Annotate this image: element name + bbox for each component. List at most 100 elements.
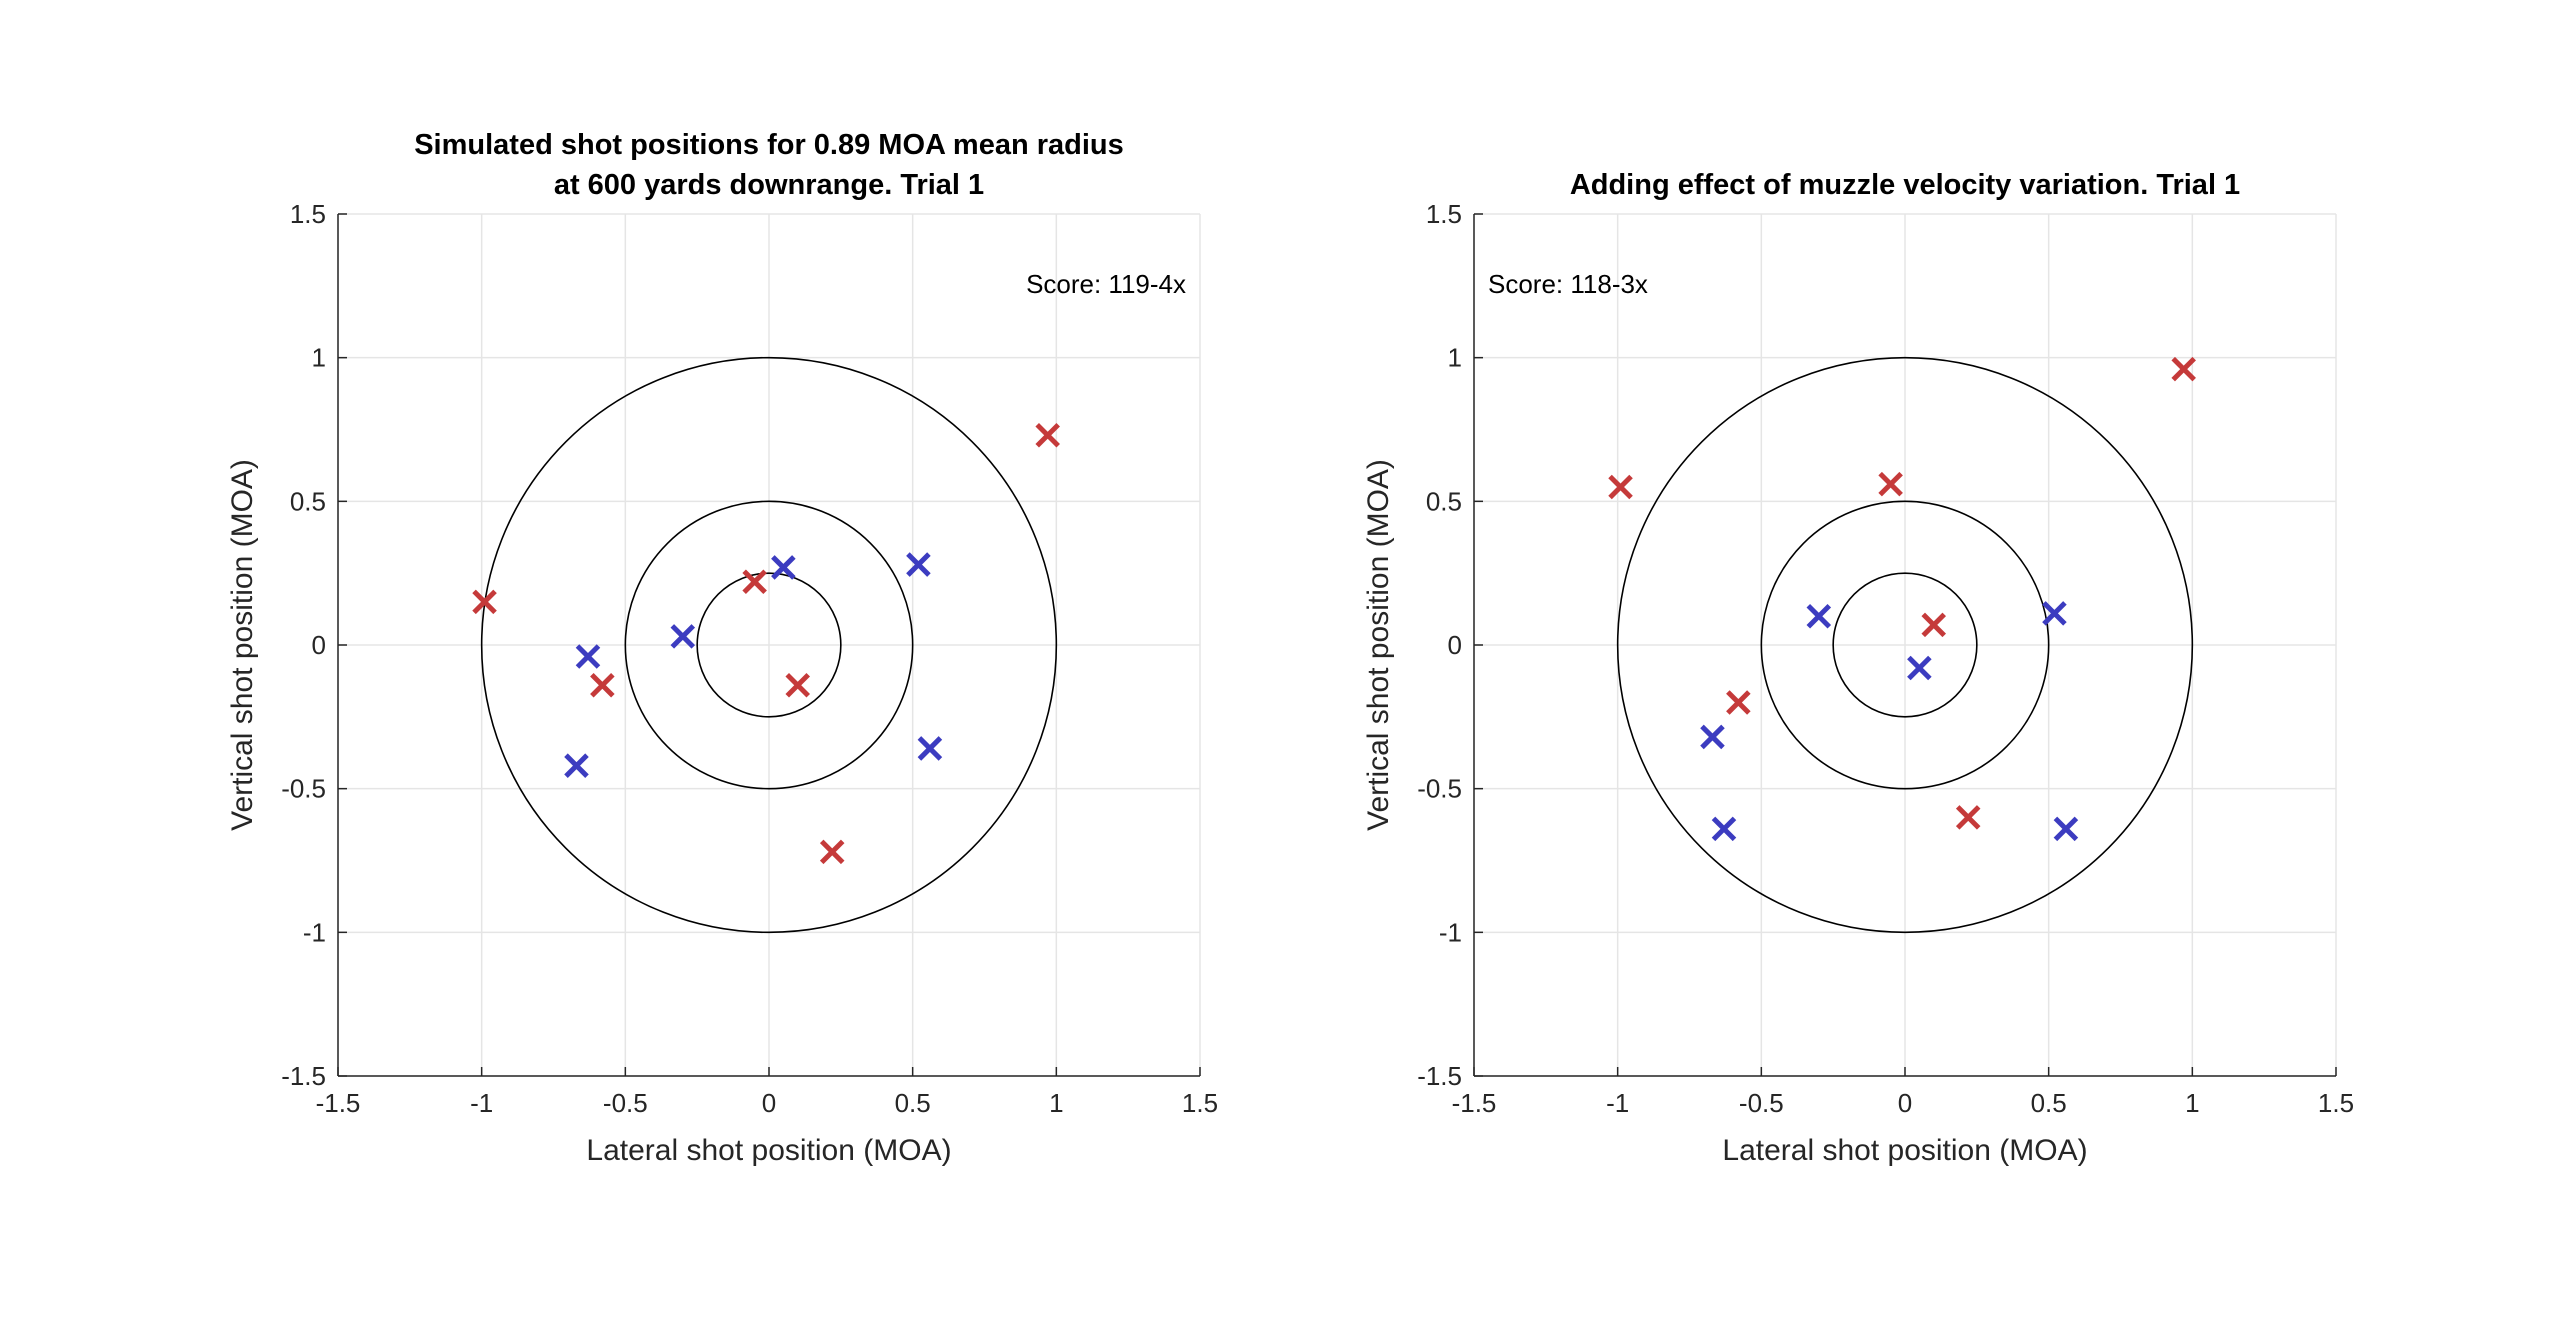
x-tick-label: -1.5: [1452, 1088, 1497, 1118]
shot-marker: [771, 555, 796, 580]
shot-series: [472, 422, 1060, 865]
shot-marker: [1955, 805, 1981, 830]
shot-marker-stroke: [1711, 816, 1737, 842]
x-axis-label: Lateral shot position (MOA): [586, 1134, 951, 1167]
shot-series: [1608, 356, 2196, 830]
x-tick-label: 1.5: [1182, 1088, 1218, 1118]
y-tick-label: -1: [1439, 917, 1462, 947]
shot-marker-stroke: [1878, 471, 1903, 497]
shot-marker: [1711, 816, 1737, 842]
shot-marker: [1035, 422, 1060, 448]
y-tick-label: 1.5: [290, 199, 326, 229]
shot-marker: [819, 839, 845, 865]
y-tick-label: -1: [303, 917, 326, 947]
x-tick-label: -0.5: [603, 1088, 648, 1118]
shot-marker: [1878, 471, 1903, 497]
shot-marker: [742, 569, 767, 595]
shot-marker: [564, 753, 589, 778]
x-tick-label: 1: [2185, 1088, 2199, 1118]
target-ring: [1832, 572, 1978, 718]
target-rings: [480, 356, 1058, 934]
x-tick-label: -1.5: [316, 1088, 361, 1118]
y-tick-label: -1.5: [1417, 1061, 1462, 1091]
chart-title-line: at 600 yards downrange. Trial 1: [554, 169, 984, 201]
x-tick-label: -1: [1606, 1088, 1629, 1118]
x-tick-label: 0.5: [895, 1088, 931, 1118]
shot-marker-stroke: [819, 839, 845, 865]
shot-marker-stroke: [472, 589, 497, 615]
shot-marker: [575, 644, 601, 669]
shot-marker-stroke: [1806, 603, 1832, 629]
shot-marker-stroke: [670, 624, 696, 649]
target-ring: [624, 500, 914, 790]
shot-marker-stroke: [742, 569, 767, 595]
charts-layer: -1.5 -1 -0.5 0 0.5 1 1.5 -1.5 -1 -0.5 0 0.5 1 1.5 Late…: [226, 129, 2354, 1167]
target-ring: [696, 572, 842, 718]
score-annotation: Score: 118-3x: [1488, 269, 1648, 299]
shot-marker: [590, 672, 615, 698]
shot-marker-stroke: [1907, 655, 1932, 681]
shot-marker: [472, 589, 497, 615]
chart-title-line: Simulated shot positions for 0.89 MOA me…: [414, 129, 1124, 161]
shot-series: [564, 552, 943, 778]
x-tick-label: -0.5: [1739, 1088, 1784, 1118]
shot-marker: [917, 736, 943, 761]
shot-marker: [1700, 724, 1725, 750]
x-tick-label: 0.5: [2031, 1088, 2067, 1118]
shot-marker: [1907, 655, 1932, 681]
y-tick-label: 0.5: [1426, 486, 1462, 516]
shot-marker-stroke: [785, 672, 811, 698]
y-tick-label: -0.5: [1417, 774, 1462, 804]
shot-marker-stroke: [1035, 422, 1060, 448]
shot-marker: [785, 672, 811, 698]
shot-marker: [670, 624, 696, 649]
shot-marker: [2171, 356, 2196, 382]
score-annotation: Score: 119-4x: [1026, 269, 1186, 299]
y-tick-label: 1.5: [1426, 199, 1462, 229]
shot-marker: [2042, 601, 2067, 626]
shot-marker: [906, 552, 931, 577]
chart-panel-left: -1.5 -1 -0.5 0 0.5 1 1.5 -1.5 -1 -0.5 0 0.5 1 1.5 Late…: [226, 129, 1218, 1167]
target-ring: [480, 356, 1058, 934]
y-axis-label: Vertical shot position (MOA): [226, 459, 259, 831]
x-tick-label: 1.5: [2318, 1088, 2354, 1118]
shot-marker-stroke: [575, 644, 601, 669]
shot-marker-stroke: [2053, 816, 2079, 842]
y-tick-label: -1.5: [281, 1061, 326, 1091]
shot-marker-stroke: [2042, 601, 2067, 626]
y-tick-label: 0.5: [290, 486, 326, 516]
shot-marker-stroke: [2171, 356, 2196, 382]
x-tick-label: 1: [1049, 1088, 1063, 1118]
shot-marker: [2053, 816, 2079, 842]
shot-marker-stroke: [1955, 805, 1981, 830]
x-axis-label: Lateral shot position (MOA): [1722, 1134, 2087, 1167]
shot-marker-stroke: [1608, 474, 1633, 500]
shot-marker-stroke: [590, 672, 615, 698]
x-tick-label: -1: [470, 1088, 493, 1118]
shot-marker: [1608, 474, 1633, 500]
shot-marker: [1806, 603, 1832, 629]
shot-marker-stroke: [1700, 724, 1725, 750]
shot-marker-stroke: [1726, 690, 1751, 715]
shot-marker-stroke: [564, 753, 589, 778]
x-tick-label: 0: [762, 1088, 776, 1118]
shot-marker-stroke: [771, 555, 796, 580]
chart-panel-right: -1.5 -1 -0.5 0 0.5 1 1.5 -1.5 -1 -0.5 0 0.5 1 1.5 Late…: [1362, 169, 2354, 1167]
y-axis-label: Vertical shot position (MOA): [1362, 459, 1395, 831]
target-rings: [1616, 356, 2194, 934]
shot-marker: [1726, 690, 1751, 715]
y-tick-label: 0: [312, 630, 326, 660]
y-tick-label: 0: [1448, 630, 1462, 660]
shot-marker-stroke: [906, 552, 931, 577]
shot-series: [1700, 601, 2079, 842]
shot-marker-stroke: [917, 736, 943, 761]
shot-marker-stroke: [1921, 612, 1947, 638]
shot-marker: [1921, 612, 1947, 638]
target-ring: [1616, 356, 2194, 934]
y-tick-label: 1: [312, 343, 326, 373]
chart-title-line: Adding effect of muzzle velocity variati…: [1570, 169, 2240, 201]
target-ring: [1760, 500, 2050, 790]
x-tick-label: 0: [1898, 1088, 1912, 1118]
